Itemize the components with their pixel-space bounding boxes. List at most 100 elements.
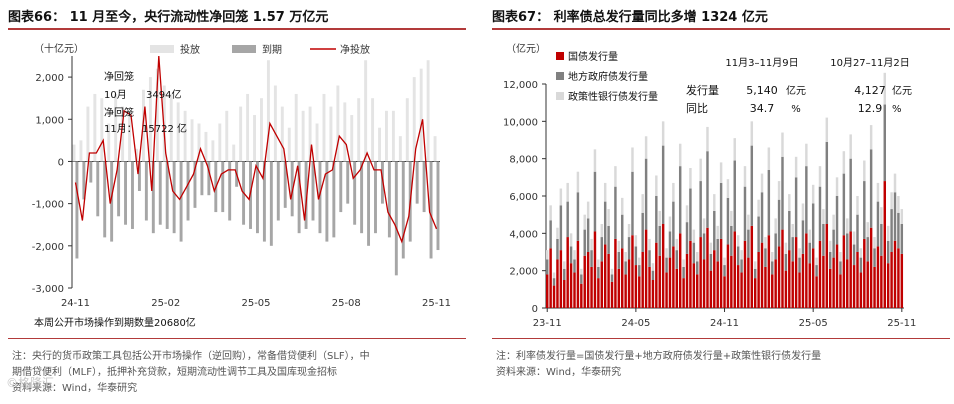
treasury-bar [805,233,808,308]
local-gov-bar [736,246,740,266]
treasury-bar [566,237,569,308]
treasury-bar [781,229,784,308]
treasury-bar [733,231,736,308]
maturity-bar [131,161,134,229]
local-gov-bar [890,209,893,252]
investment-bar [155,68,159,162]
policy-bank-bar [549,205,552,221]
legend-policy-bank-swatch [556,92,564,100]
note-line-3: 资料来源：Wind，华泰研究 [12,383,138,394]
investment-bar [100,98,104,162]
local-gov-bar [607,225,610,254]
policy-bank-bar [719,162,723,183]
legend-policy-bank-label: 政策性银行债发行量 [568,90,658,103]
treasury-bar [730,255,733,308]
investment-bar [107,123,111,162]
treasury-bar [603,244,607,308]
treasury-bar [549,248,552,308]
treasury-bar [597,278,600,308]
local-gov-bar [634,246,638,266]
maturity-bar [82,161,86,200]
local-gov-bar [866,237,869,262]
policy-bank-bar [767,147,771,170]
maturity-bar [151,161,155,234]
treasury-bar [621,248,624,308]
policy-bank-bar [733,138,736,161]
legend-maturity-swatch [232,45,256,53]
policy-bank-bar [644,136,648,159]
local-gov-bar [777,199,781,247]
treasury-bar [876,246,880,308]
local-gov-bar [849,158,852,232]
policy-bank-bar [788,194,791,211]
info-row-label: 发行量 [686,83,719,97]
local-gov-bar [559,205,563,251]
local-gov-bar [563,268,566,280]
policy-bank-bar [590,238,593,251]
maturity-bar [339,161,343,213]
treasury-bar [726,244,730,308]
y-tick-label: 8,000 [509,155,538,166]
policy-bank-bar [614,166,617,187]
y-tick-label: -2,000 [32,242,64,253]
local-gov-bar [733,160,736,232]
annotation-value-oct: 3494亿 [146,88,181,101]
maturity-bar [429,161,433,259]
investment-bar [273,85,277,162]
maturity-bar [422,161,426,213]
maturity-bar [193,161,197,208]
policy-bank-bar [569,233,573,247]
treasury-bar [617,268,621,308]
y-tick-label: 6,000 [509,192,538,203]
policy-bank-bar [556,227,559,239]
treasury-bar [880,255,883,308]
chart-title: 图表66： 11 月至今，央行流动性净回笼 1.57 万亿元 [8,10,329,25]
investment-bar [426,60,430,162]
policy-bank-bar [696,252,699,262]
maturity-bar [137,161,141,191]
y-tick-label: 2,000 [35,73,64,84]
investment-bar [350,115,354,162]
policy-bank-bar [784,242,788,254]
investment-bar [315,123,319,162]
maturity-bar [228,161,232,221]
policy-bank-bar [699,158,702,182]
investment-bar [169,93,173,162]
policy-bank-bar [617,240,621,252]
policy-bank-bar [631,147,634,172]
local-gov-bar [644,158,648,230]
treasury-bar [600,261,604,308]
local-gov-bar [842,173,846,236]
maturity-bar [297,161,301,234]
policy-bank-bar [880,207,883,224]
policy-bank-bar [798,248,801,258]
investment-bar [385,110,388,162]
investment-bar [190,119,194,162]
maturity-bar [103,161,107,238]
x-tick-label: 25-05 [799,318,828,329]
info-row-label: 同比 [686,102,708,115]
info-header-week: 11月3–11月9日 [725,57,798,69]
policy-bank-bar [846,218,849,234]
maturity-bar [96,161,100,217]
treasury-bar [856,252,859,308]
policy-bank-bar [583,214,586,230]
treasury-bar [648,266,651,308]
local-gov-bar [566,201,569,238]
policy-bank-bar [774,218,777,234]
investment-bar [232,144,236,162]
maturity-bar [75,161,79,259]
policy-bank-bar [634,235,638,247]
treasury-bar [658,255,661,308]
policy-bank-bar [801,203,805,221]
treasury-bar [644,229,648,308]
treasury-bar [863,238,866,308]
treasury-bar [757,252,760,308]
maturity-bar [144,161,148,221]
treasury-bar [696,274,699,308]
local-gov-bar [753,268,757,279]
investment-bar [79,140,83,162]
treasury-bar [825,224,829,308]
investment-bar [280,106,284,162]
investment-bar [294,93,298,162]
